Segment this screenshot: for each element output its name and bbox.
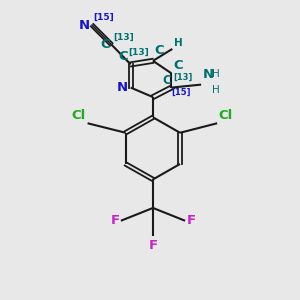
Text: N: N <box>117 81 128 94</box>
Text: H: H <box>212 85 219 95</box>
Text: [15]: [15] <box>171 88 190 97</box>
Text: F: F <box>187 214 196 227</box>
Text: N: N <box>79 19 90 32</box>
Text: C: C <box>119 50 128 63</box>
Text: C: C <box>174 59 183 72</box>
Text: H: H <box>174 38 182 48</box>
Text: [13]: [13] <box>114 32 134 41</box>
Text: H: H <box>212 69 219 79</box>
Text: [15]: [15] <box>94 13 114 22</box>
Text: [13]: [13] <box>173 73 192 82</box>
Text: N: N <box>202 68 214 81</box>
Text: C: C <box>162 74 171 87</box>
Text: F: F <box>148 239 158 252</box>
Text: Cl: Cl <box>72 109 86 122</box>
Text: F: F <box>110 214 119 227</box>
Text: C: C <box>100 38 110 51</box>
Text: Cl: Cl <box>219 109 233 122</box>
Text: C: C <box>154 44 164 57</box>
Text: [13]: [13] <box>128 48 148 57</box>
